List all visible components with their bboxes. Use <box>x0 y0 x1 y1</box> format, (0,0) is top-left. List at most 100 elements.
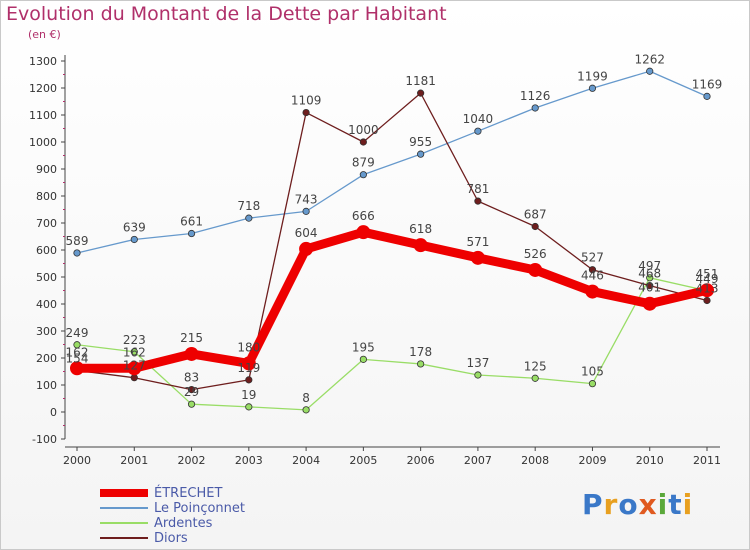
data-point <box>187 385 196 394</box>
data-point <box>73 341 81 349</box>
data-label: 879 <box>352 156 375 170</box>
data-label: 154 <box>66 351 89 365</box>
data-label: 527 <box>581 251 604 265</box>
data-label: 1199 <box>577 69 608 83</box>
data-label: 743 <box>295 192 318 206</box>
x-tick-label: 2000 <box>63 454 91 467</box>
x-tick-label: 2008 <box>521 454 549 467</box>
data-point <box>417 89 425 97</box>
data-point <box>187 400 196 408</box>
series-line <box>76 70 708 254</box>
y-tick-label: 600 <box>36 244 57 257</box>
x-tick-label: 2001 <box>120 454 148 467</box>
data-point <box>130 235 138 244</box>
data-point <box>703 92 711 100</box>
data-point <box>531 374 539 382</box>
data-point <box>474 127 482 135</box>
data-label: 446 <box>581 269 604 283</box>
data-label: 137 <box>466 356 489 370</box>
data-point <box>302 406 310 414</box>
data-point <box>417 150 425 158</box>
series-line <box>76 92 708 391</box>
data-label: 589 <box>66 234 89 248</box>
x-tick-label: 2006 <box>407 454 435 467</box>
data-point <box>528 262 543 277</box>
x-tick-label: 2002 <box>178 454 206 467</box>
data-label: 1000 <box>348 123 379 137</box>
data-point <box>130 374 138 382</box>
data-point <box>241 356 256 371</box>
x-tick-label: 2005 <box>349 454 377 467</box>
data-label: 718 <box>237 199 260 213</box>
data-point <box>474 197 482 205</box>
data-label: 1109 <box>291 94 322 108</box>
data-point <box>531 222 539 231</box>
data-point <box>187 229 196 238</box>
data-label: 781 <box>466 182 489 196</box>
data-point <box>642 296 657 311</box>
data-label: 195 <box>352 340 375 354</box>
data-label: 618 <box>409 222 432 236</box>
data-label: 1262 <box>634 52 665 66</box>
x-tick-label: 2010 <box>636 454 664 467</box>
data-label: 1169 <box>692 77 723 91</box>
data-point <box>359 355 367 363</box>
data-point <box>413 238 428 253</box>
data-label: 29 <box>184 385 199 399</box>
data-point <box>245 403 253 411</box>
data-point <box>588 380 597 388</box>
data-point <box>646 67 654 75</box>
y-tick-label: 800 <box>36 190 57 203</box>
y-tick-label: 1200 <box>29 82 57 95</box>
data-label: 497 <box>638 259 661 273</box>
data-label: 215 <box>180 331 203 345</box>
data-point <box>245 214 253 222</box>
data-point <box>356 225 371 240</box>
data-label: 223 <box>123 333 146 347</box>
data-point <box>588 84 597 92</box>
data-point <box>359 138 367 146</box>
legend-swatch <box>100 489 148 497</box>
y-tick-label: 500 <box>36 271 57 284</box>
y-tick-label: 1100 <box>29 109 57 122</box>
data-label: 955 <box>409 135 432 149</box>
data-label: 1181 <box>405 74 436 88</box>
y-tick-label: 1000 <box>29 136 57 149</box>
chart-title: Evolution du Montant de la Dette par Hab… <box>6 3 447 25</box>
legend-swatch <box>100 507 148 509</box>
data-point <box>302 108 310 117</box>
data-label: 249 <box>66 326 89 340</box>
proxiti-logo: Proxiti <box>582 488 694 521</box>
legend-label: Diors <box>154 531 188 546</box>
series-line <box>76 277 708 411</box>
y-tick-label: 1300 <box>29 55 57 68</box>
data-label: 125 <box>524 359 547 373</box>
data-label: 180 <box>237 340 260 354</box>
data-point <box>127 361 142 376</box>
data-label: 1040 <box>463 112 494 126</box>
data-label: 8 <box>302 391 310 405</box>
data-point <box>359 171 367 179</box>
data-label: 413 <box>696 281 719 295</box>
data-label: 119 <box>237 361 260 375</box>
y-tick-label: 200 <box>36 352 57 365</box>
data-label: 1126 <box>520 89 551 103</box>
legend-swatch <box>100 522 148 524</box>
series-line <box>72 227 712 373</box>
data-label: 468 <box>638 267 661 281</box>
data-point <box>531 104 539 112</box>
data-label: 661 <box>180 215 203 229</box>
chart-subtitle: (en €) <box>28 28 61 41</box>
data-label: 687 <box>524 208 547 222</box>
y-tick-label: 300 <box>36 325 57 338</box>
y-tick-label: 0 <box>50 406 57 419</box>
legend-swatch <box>100 537 148 539</box>
data-point <box>474 371 482 379</box>
data-point <box>417 360 425 368</box>
data-label: 19 <box>241 388 256 402</box>
data-label: 451 <box>696 267 719 281</box>
data-point <box>585 284 600 299</box>
data-point <box>700 283 714 298</box>
legend-label: ÉTRECHET <box>154 486 223 501</box>
